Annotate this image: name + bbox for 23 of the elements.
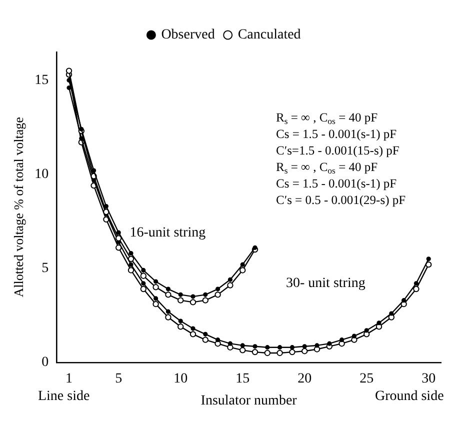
legend-label: Canculated xyxy=(238,28,301,43)
annotation: Cs = 1.5 - 0.001(s-1) pF xyxy=(276,176,397,190)
x-tick-label: 15 xyxy=(236,371,250,386)
y-tick-label: 15 xyxy=(34,72,49,88)
annotation: C′s = 0.5 - 0.001(29-s) pF xyxy=(276,192,406,207)
x-tick-label: 5 xyxy=(115,371,122,386)
y-tick-label: 10 xyxy=(34,166,49,182)
annotation: Cs = 1.5 - 0.001(s-1) pF xyxy=(276,126,397,141)
legend-label: Observed xyxy=(161,28,215,43)
x-tick-label: 25 xyxy=(360,371,374,386)
x-tick-label: 1 xyxy=(66,371,72,386)
x-axis-title: Insulator number xyxy=(200,393,298,408)
annotation: 16-unit string xyxy=(130,225,206,240)
x-tick-label: 10 xyxy=(174,371,188,386)
x-tick-label: 20 xyxy=(298,371,312,386)
annotation: 30- unit string xyxy=(286,276,366,292)
text: Ground side xyxy=(374,389,444,404)
y-axis-title: Allotted voltage % of total voltage xyxy=(11,116,26,298)
annotation: C′s=1.5 - 0.001(15-s) pF xyxy=(276,143,400,158)
y-tick-label: 0 xyxy=(42,355,49,370)
x-tick-label: 30 xyxy=(422,371,436,386)
text: Line side xyxy=(38,389,90,404)
y-tick-label: 5 xyxy=(42,261,49,276)
